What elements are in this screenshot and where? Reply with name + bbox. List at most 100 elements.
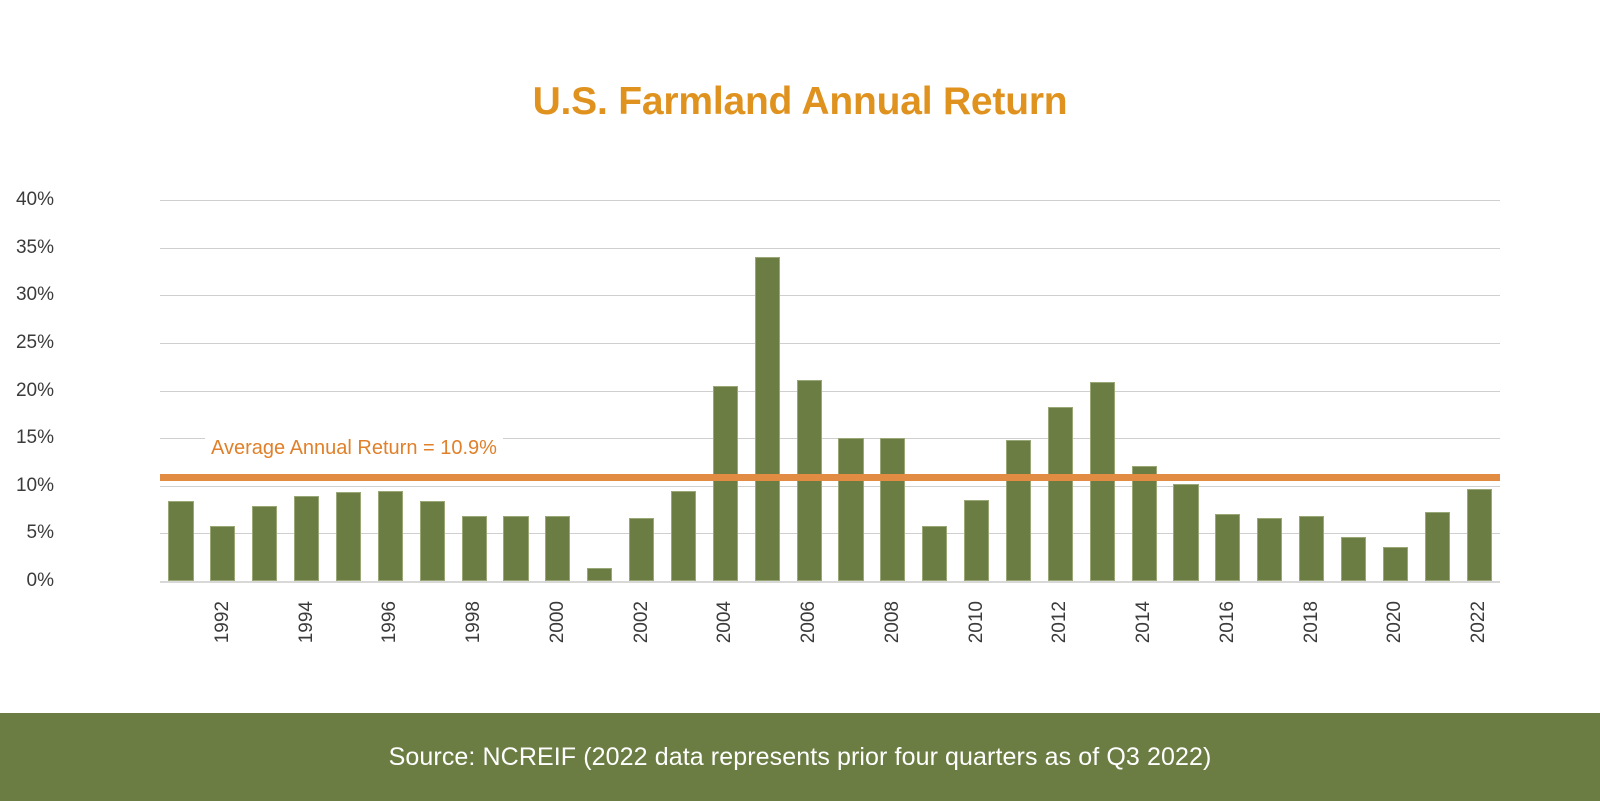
bar-series (160, 200, 1500, 581)
bar-slot[interactable] (453, 200, 495, 581)
bar-slot[interactable] (1333, 200, 1375, 581)
bar-slot[interactable] (746, 200, 788, 581)
bar-slot[interactable] (830, 200, 872, 581)
bar-slot[interactable] (411, 200, 453, 581)
bar-slot[interactable] (998, 200, 1040, 581)
bar-slot[interactable] (579, 200, 621, 581)
bar-2002[interactable] (629, 518, 655, 581)
x-axis-tick-slot (328, 583, 370, 693)
source-text: Source: NCREIF (2022 data represents pri… (388, 742, 1212, 771)
gridline (160, 342, 1500, 344)
y-axis-tick-label: 10% (15, 474, 54, 496)
bar-2022[interactable] (1466, 488, 1492, 581)
bar-1997[interactable] (419, 501, 445, 581)
bar-1998[interactable] (461, 516, 487, 581)
x-axis-tick-slot (495, 583, 537, 693)
bar-2019[interactable] (1340, 537, 1366, 581)
x-axis-tick-label: 2022 (1468, 601, 1490, 644)
gridline (160, 438, 1500, 440)
bar-slot[interactable] (244, 200, 286, 581)
bar-slot[interactable] (1249, 200, 1291, 581)
x-axis-tick-slot: 1998 (453, 583, 495, 693)
x-axis-tick-slot (830, 583, 872, 693)
source-footer: Source: NCREIF (2022 data represents pri… (0, 713, 1600, 801)
bar-2011[interactable] (1005, 440, 1031, 581)
bar-slot[interactable] (495, 200, 537, 581)
bar-slot[interactable] (328, 200, 370, 581)
bar-1995[interactable] (335, 492, 361, 581)
gridline (160, 390, 1500, 392)
bar-2018[interactable] (1299, 516, 1325, 581)
x-axis-tick-slot: 2000 (537, 583, 579, 693)
bar-slot[interactable] (202, 200, 244, 581)
bar-2001[interactable] (587, 567, 613, 581)
bar-2017[interactable] (1257, 518, 1283, 581)
bar-1991[interactable] (168, 501, 194, 581)
y-axis-tick-label: 30% (15, 284, 54, 306)
x-axis-tick-label: 1994 (295, 601, 317, 644)
bar-slot[interactable] (1291, 200, 1333, 581)
bar-slot[interactable] (1165, 200, 1207, 581)
x-axis-tick-label: 2006 (798, 601, 820, 644)
x-axis-tick-slot: 2022 (1458, 583, 1500, 693)
bar-2003[interactable] (670, 490, 696, 581)
bar-slot[interactable] (1458, 200, 1500, 581)
bar-slot[interactable] (160, 200, 202, 581)
bar-2008[interactable] (880, 438, 906, 581)
bar-slot[interactable] (1416, 200, 1458, 581)
bar-slot[interactable] (286, 200, 328, 581)
y-axis-tick-label: 25% (15, 331, 54, 353)
bar-2014[interactable] (1131, 465, 1157, 581)
bar-slot[interactable] (369, 200, 411, 581)
bar-slot[interactable] (956, 200, 998, 581)
bar-slot[interactable] (1039, 200, 1081, 581)
bar-2007[interactable] (838, 438, 864, 581)
bar-2010[interactable] (964, 500, 990, 581)
bar-slot[interactable] (1374, 200, 1416, 581)
x-axis-tick-slot: 2014 (1123, 583, 1165, 693)
bar-slot[interactable] (872, 200, 914, 581)
bar-1993[interactable] (252, 505, 278, 581)
bar-1999[interactable] (503, 516, 529, 581)
bar-slot[interactable] (914, 200, 956, 581)
bar-2009[interactable] (922, 525, 948, 581)
x-axis-tick-label: 2002 (630, 601, 652, 644)
bar-1994[interactable] (294, 496, 320, 581)
bar-2005[interactable] (754, 257, 780, 581)
x-axis-tick-slot: 2002 (621, 583, 663, 693)
y-axis-tick-label: 0% (26, 570, 54, 591)
y-axis-tick-label: 20% (15, 379, 54, 401)
x-axis-tick-slot (1249, 583, 1291, 693)
bar-slot[interactable] (537, 200, 579, 581)
x-axis-tick-slot (746, 583, 788, 693)
average-return-line (160, 474, 1500, 482)
bar-2016[interactable] (1215, 514, 1241, 581)
x-axis-tick-slot: 2008 (872, 583, 914, 693)
plot-area (160, 200, 1500, 583)
bar-slot[interactable] (1207, 200, 1249, 581)
bar-slot[interactable] (788, 200, 830, 581)
bar-2012[interactable] (1047, 406, 1073, 581)
x-axis-tick-slot (914, 583, 956, 693)
bar-slot[interactable] (663, 200, 705, 581)
x-axis-tick-label: 2016 (1216, 601, 1238, 644)
x-axis-tick-label: 2012 (1049, 601, 1071, 644)
bar-slot[interactable] (704, 200, 746, 581)
bar-2013[interactable] (1089, 381, 1115, 581)
x-axis-tick-slot (160, 583, 202, 693)
bar-slot[interactable] (621, 200, 663, 581)
x-axis-tick-slot: 1996 (369, 583, 411, 693)
bar-slot[interactable] (1081, 200, 1123, 581)
bar-2004[interactable] (712, 385, 738, 581)
bar-2020[interactable] (1382, 546, 1408, 581)
bar-2000[interactable] (545, 516, 571, 581)
x-axis-tick-label: 2004 (714, 601, 736, 644)
bar-slot[interactable] (1123, 200, 1165, 581)
bar-1996[interactable] (377, 490, 403, 581)
bar-2015[interactable] (1173, 483, 1199, 581)
bar-1992[interactable] (210, 525, 236, 581)
x-axis-tick-slot: 2004 (704, 583, 746, 693)
bar-2021[interactable] (1424, 512, 1450, 581)
x-axis-tick-slot (244, 583, 286, 693)
